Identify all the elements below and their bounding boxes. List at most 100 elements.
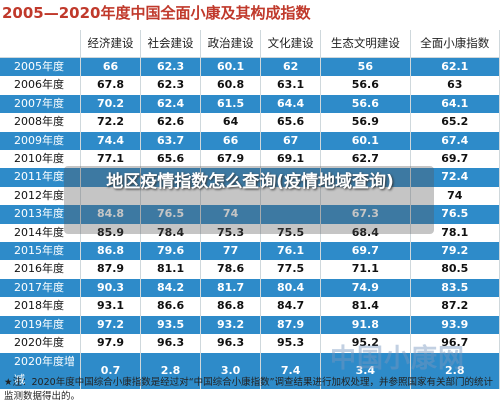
value-cell: 93.2	[200, 315, 262, 335]
table-row: 2006年度 67.8 62.3 60.8 63.1 56.6 63	[0, 76, 500, 95]
overlay-title[interactable]: 地区疫情指数怎么查询(疫情地域查询)	[106, 172, 394, 192]
year-cell: 2009年度	[0, 131, 81, 151]
value-cell: 95.3	[260, 334, 322, 353]
value-cell: 64.1	[410, 94, 500, 114]
value-cell: 77.1	[80, 150, 142, 169]
value-cell: 97.2	[80, 315, 142, 335]
value-cell: 56	[320, 57, 411, 77]
value-cell: 93.1	[80, 297, 142, 316]
value-cell: 56.6	[320, 94, 411, 114]
overlay-banner	[64, 166, 434, 234]
table-header-row: 经济建设 社会建设 政治建设 文化建设 生态文明建设 全面小康指数	[0, 30, 500, 58]
value-cell: 93.5	[140, 315, 202, 335]
value-cell: 66	[80, 57, 142, 77]
value-cell: 71.1	[320, 260, 411, 279]
footnote: ★注：2020年度中国综合小康指数是经过对“中国综合小康指数”调查结果进行加权处…	[4, 377, 494, 402]
value-cell: 97.9	[80, 334, 142, 353]
value-cell: 62.3	[140, 76, 202, 95]
value-cell: 60.1	[200, 57, 262, 77]
table-row: 2016年度 87.9 81.1 78.6 77.5 71.1 80.5	[0, 260, 500, 279]
value-cell: 62.4	[140, 94, 202, 114]
header-cell: 政治建设	[200, 30, 262, 58]
header-cell: 文化建设	[260, 30, 322, 58]
value-cell: 68.4	[320, 223, 411, 243]
value-cell	[320, 186, 411, 206]
header-cell: 社会建设	[140, 30, 202, 58]
value-cell: 62.1	[410, 57, 500, 77]
value-cell: 80.5	[410, 260, 500, 279]
chart-title: 2005—2020年度中国全面小康及其构成指数	[2, 4, 311, 22]
value-cell: 86.8	[200, 297, 262, 316]
value-cell: 76.5	[140, 205, 202, 224]
year-cell: 2016年度	[0, 260, 81, 279]
table-row: 2017年度 90.3 84.2 81.7 80.4 74.9 83.5	[0, 278, 500, 298]
year-cell: 2014年度	[0, 223, 81, 243]
value-cell: 91.8	[320, 315, 411, 335]
value-cell: 67.3	[320, 205, 411, 224]
value-cell: 84.8	[80, 205, 142, 224]
value-cell	[260, 186, 322, 206]
value-cell: 87.9	[80, 260, 142, 279]
header-year	[0, 30, 81, 58]
value-cell	[200, 186, 262, 206]
header-cell: 全面小康指数	[410, 30, 500, 58]
year-cell: 2020年度增减	[0, 352, 81, 390]
value-cell: 62.3	[140, 57, 202, 77]
year-cell: 2010年度	[0, 150, 81, 169]
value-cell: 3.4	[320, 352, 411, 390]
value-cell	[260, 205, 322, 224]
value-cell	[140, 186, 202, 206]
value-cell: 60.8	[200, 76, 262, 95]
table-row: 2012年度 74	[0, 186, 500, 206]
value-cell	[320, 168, 411, 187]
value-cell: 77.5	[260, 260, 322, 279]
value-cell: 76.1	[260, 242, 322, 261]
value-cell: 86.6	[140, 297, 202, 316]
value-cell: 69.7	[410, 150, 500, 169]
value-cell: 69.7	[320, 242, 411, 261]
value-cell: 62.7	[320, 150, 411, 169]
value-cell: 90.3	[80, 278, 142, 298]
table-row: 2011年度 72.4	[0, 168, 500, 187]
value-cell: 67	[260, 131, 322, 151]
value-cell: 96.7	[410, 334, 500, 353]
table-row: 2009年度 74.4 63.7 66 67 60.1 67.4	[0, 131, 500, 151]
value-cell: 72.2	[80, 113, 142, 132]
value-cell: 62.6	[140, 113, 202, 132]
year-cell: 2017年度	[0, 278, 81, 298]
year-cell: 2019年度	[0, 315, 81, 335]
header-cell: 生态文明建设	[320, 30, 411, 58]
value-cell: 56.6	[320, 76, 411, 95]
value-cell: 65.6	[140, 150, 202, 169]
value-cell: 86.8	[80, 242, 142, 261]
value-cell: 61.5	[200, 94, 262, 114]
value-cell: 2.8	[410, 352, 500, 390]
value-cell: 64.4	[260, 94, 322, 114]
value-cell: 95.2	[320, 334, 411, 353]
value-cell: 96.3	[200, 334, 262, 353]
value-cell: 74.4	[80, 131, 142, 151]
year-cell: 2013年度	[0, 205, 81, 224]
value-cell: 78.6	[200, 260, 262, 279]
value-cell: 56.9	[320, 113, 411, 132]
table-row: 2018年度 93.1 86.6 86.8 84.7 81.4 87.2	[0, 297, 500, 316]
header-cell: 经济建设	[80, 30, 142, 58]
year-cell: 2006年度	[0, 76, 81, 95]
value-cell	[200, 168, 262, 187]
value-cell: 72.4	[410, 168, 500, 187]
year-cell: 2011年度	[0, 168, 81, 187]
value-cell: 79.2	[410, 242, 500, 261]
value-cell: 75.5	[260, 223, 322, 243]
table-row: 2020年度 97.9 96.3 96.3 95.3 95.2 96.7	[0, 334, 500, 353]
value-cell: 81.1	[140, 260, 202, 279]
value-cell: 87.2	[410, 297, 500, 316]
value-cell: 67.8	[80, 76, 142, 95]
value-cell: 83.5	[410, 278, 500, 298]
year-cell: 2012年度	[0, 186, 81, 206]
value-cell: 96.3	[140, 334, 202, 353]
value-cell: 79.6	[140, 242, 202, 261]
value-cell: 63.7	[140, 131, 202, 151]
year-cell: 2008年度	[0, 113, 81, 132]
value-cell: 60.1	[320, 131, 411, 151]
value-cell	[260, 168, 322, 187]
